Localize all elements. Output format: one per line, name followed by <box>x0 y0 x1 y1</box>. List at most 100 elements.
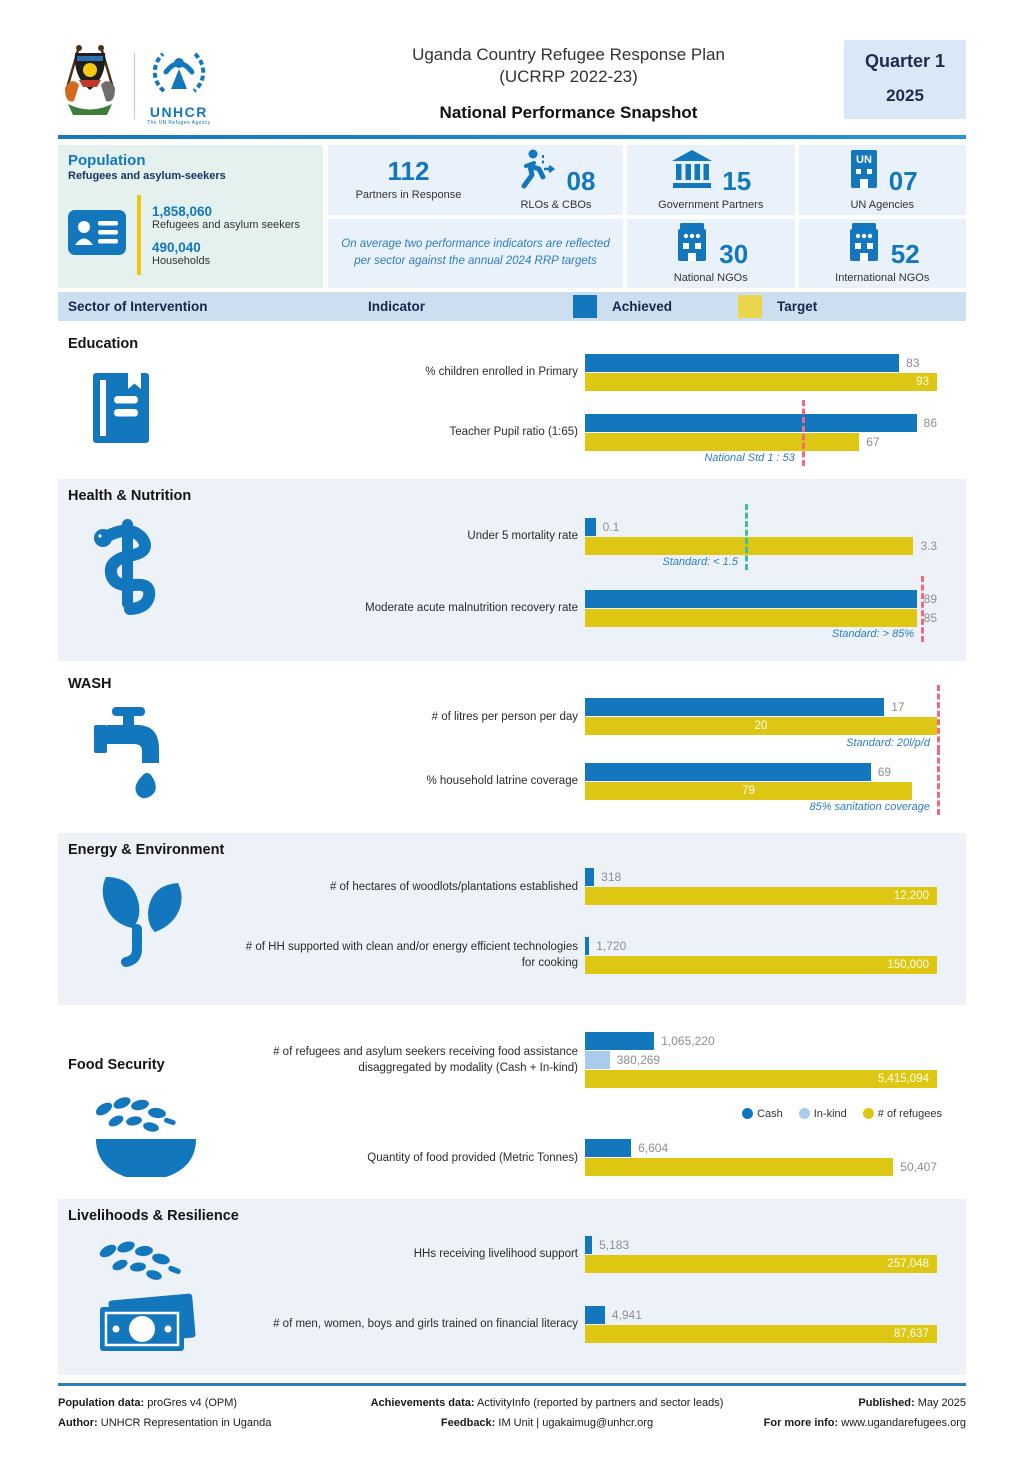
achieved-bar <box>585 936 590 955</box>
indicator-label: Moderate acute malnutrition recovery rat… <box>365 601 578 614</box>
bar-line: 50,407 <box>585 1158 937 1177</box>
quarter-label: Quarter 1 <box>864 51 946 71</box>
footer: Population data: proGres v4 (OPM) Author… <box>58 1383 966 1434</box>
unhcr-logo: UNHCR The UN Refugee Agency <box>147 46 211 126</box>
bar-group: 4,941 87,637 <box>585 1305 937 1343</box>
sectors: Education % children enrolled in Primary 8… <box>58 327 966 1375</box>
population-data-value: proGres v4 (OPM) <box>147 1397 238 1409</box>
sector-title: Education <box>68 336 139 352</box>
indicator-label: Teacher Pupil ratio (1:65) <box>449 425 578 438</box>
of-refugees-value: 5,415,094 <box>877 1072 929 1085</box>
population-heading: Population <box>68 152 146 169</box>
target-value: 12,200 <box>893 890 929 903</box>
standard-line <box>937 749 940 816</box>
sector-title: Food Security <box>68 1057 165 1073</box>
target-bar: 87,637 <box>585 1324 937 1343</box>
unhcr-tagline: The UN Refugee Agency <box>147 119 211 126</box>
achieved-bar <box>585 589 917 608</box>
achieved-value: 4,941 <box>611 1307 642 1322</box>
indicator-rows: Under 5 mortality rate 0.1 3.3 Standard: < … <box>58 479 966 661</box>
indicator-row: # of HH supported with clean and/or ener… <box>58 936 966 974</box>
uganda-coat-of-arms-icon <box>58 44 122 127</box>
bar-group: 83 93 <box>585 353 937 391</box>
indicator-rows: # of refugees and asylum seekers receivi… <box>58 1011 966 1193</box>
footer-right: Published: May 2025 For more info: www.u… <box>736 1394 966 1434</box>
target-bar: 20 <box>585 717 937 736</box>
legend: Cash In-kind # of refugees <box>58 1105 966 1123</box>
sector-health-nutrition: Health & Nutrition Under 5 mortality rate… <box>58 479 966 661</box>
achieved-value: 89 <box>923 591 937 606</box>
bar-line: 87,637 <box>585 1324 937 1343</box>
published-label: Published: <box>858 1397 915 1409</box>
sector-livelihoods-resilience: Livelihoods & Resilience HHs receiving li… <box>58 1199 966 1375</box>
bar-group: 89 85 Standard: > 85% <box>585 576 937 642</box>
rlos-count: 08 <box>566 165 596 196</box>
published-value: May 2025 <box>917 1397 966 1409</box>
indicator-row: Quantity of food provided (Metric Tonnes… <box>58 1139 966 1177</box>
national-ngos-count: 30 <box>719 239 749 270</box>
more-info-label: For more info: <box>763 1416 839 1429</box>
stat-rlos-cbos: 08 RLOs & CBOs <box>516 149 595 211</box>
ngo-building-icon <box>845 222 883 267</box>
partners-grid: 112 Partners in Response 08 RLOs & CBOs … <box>328 145 966 288</box>
more-info-link[interactable]: www.ugandarefugees.org <box>841 1416 966 1429</box>
standard-label: Standard: 20l/p/d <box>846 736 930 749</box>
target-value: 50,407 <box>900 1160 937 1175</box>
achieved-bar <box>585 1305 605 1324</box>
legend-label: # of refugees <box>877 1107 942 1120</box>
indicator-row: Teacher Pupil ratio (1:65) 86 67 National S… <box>58 400 966 466</box>
achieved-bar <box>585 698 885 717</box>
achieved-bar <box>585 868 595 887</box>
id-card-icon <box>68 210 126 260</box>
sector-wash: WASH # of litres per person per day 17 20 St… <box>58 667 966 827</box>
bar-line: 67 <box>585 432 937 451</box>
feedback-email[interactable]: IM Unit | ugakaimug@unhcr.org <box>498 1416 654 1429</box>
methodology-note: On average two performance indicators ar… <box>341 238 610 268</box>
sector-title: Health & Nutrition <box>68 488 192 504</box>
in-kind-dot-icon <box>798 1108 810 1119</box>
population-band: Population Refugees and asylum-seekers 1… <box>58 145 966 288</box>
achieved-bar <box>585 353 900 372</box>
achieved-bar <box>585 413 917 432</box>
achieved-value: 5,183 <box>599 1237 630 1252</box>
indicator-rows: % children enrolled in Primary 83 93 Teache… <box>58 327 966 473</box>
households-value: 490,040 <box>152 239 201 255</box>
bowl-icon <box>90 1083 202 1190</box>
achieved-bar <box>585 762 871 781</box>
bar-line: 83 <box>585 353 937 372</box>
tap-icon <box>90 705 176 806</box>
target-swatch <box>738 295 762 318</box>
indicator-row: Moderate acute malnutrition recovery rat… <box>58 576 966 642</box>
indicator-row: % children enrolled in Primary 83 93 <box>58 353 966 391</box>
bar-group: 1,720 150,000 <box>585 936 937 974</box>
bar-line: 257,048 <box>585 1254 937 1273</box>
bar-line: 3.3 <box>585 536 937 555</box>
yellow-divider <box>137 195 141 275</box>
bar-line: 69 <box>585 762 937 781</box>
population-subheading: Refugees and asylum-seekers <box>68 170 226 182</box>
author-value: UNHCR Representation in Uganda <box>100 1416 272 1429</box>
target-bar: 12,200 <box>585 887 937 906</box>
money-icon <box>90 1235 210 1360</box>
title-block: Uganda Country Refugee Response Plan (UC… <box>293 40 844 123</box>
cash-dot-icon <box>742 1108 754 1119</box>
population-data-label: Population data: <box>58 1397 145 1409</box>
bar-line: 5,183 <box>585 1235 937 1254</box>
bar-line: 1,720 <box>585 936 937 955</box>
indicator-label: % children enrolled in Primary <box>425 365 578 378</box>
bar-line: 79 <box>585 781 937 800</box>
achieved-value: 0.1 <box>602 519 620 534</box>
plant-icon <box>90 871 190 976</box>
rlos-label: RLOs & CBOs <box>520 198 592 211</box>
page-subtitle: National Performance Snapshot <box>439 103 698 123</box>
achieved-bar <box>585 1139 632 1158</box>
bar-line: 20 <box>585 717 937 736</box>
bar-line: 5,415,094 <box>585 1069 937 1088</box>
year-label: 2025 <box>886 86 924 105</box>
bar-line: 85 <box>585 608 937 627</box>
logo-divider <box>134 52 135 119</box>
footer-left: Population data: proGres v4 (OPM) Author… <box>58 1394 358 1434</box>
indicator-label: # of hectares of woodlots/plantations es… <box>329 880 578 893</box>
un-count: 07 <box>888 165 918 196</box>
population-panel: Population Refugees and asylum-seekers 1… <box>58 145 323 288</box>
